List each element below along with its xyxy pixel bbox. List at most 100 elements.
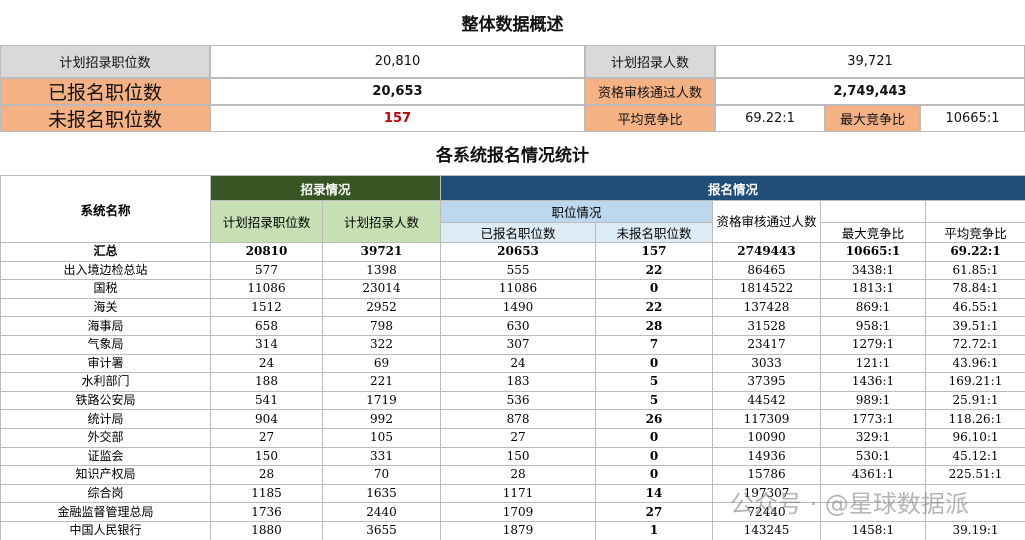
table-cell: 150 [440,446,597,467]
table-cell: 3438:1 [820,260,927,281]
table-cell: 27 [595,502,714,522]
table-cell: 78.84:1 [925,279,1025,299]
value: 20,653 [210,78,585,105]
blank-header [925,200,1025,223]
table-cell: 1171 [440,483,597,504]
table-cell: 45.12:1 [925,446,1025,467]
table-cell: 1 [595,520,714,540]
table-cell: 海事局 [0,316,211,336]
table-cell: 904 [210,409,323,429]
value: 2,749,443 [715,78,1025,105]
table-cell: 28 [210,465,323,485]
table-cell: 0 [595,279,714,299]
table-cell: 国税 [0,279,211,299]
label: 未报名职位数 [0,105,210,132]
label: 平均竞争比 [585,105,715,132]
table-cell: 307 [440,334,597,355]
table-cell: 61.85:1 [925,260,1025,281]
table-cell: 1719 [321,390,442,411]
column-header: 平均竞争比 [925,222,1025,243]
table-cell: 10090 [712,427,822,448]
table-cell: 5 [595,372,714,392]
table-cell: 536 [440,390,597,411]
table-row: 综合岗 1185 1635 1171 14 197307 [0,483,1025,504]
table-cell: 0 [595,446,714,467]
table-cell: 137428 [712,297,822,318]
table-cell: 统计局 [0,409,211,429]
table-cell: 121:1 [820,353,927,374]
table-body: 汇总 20810 39721 20653 157 2749443 10665:1 69.22:… [0,242,1025,540]
table-cell: 1398 [321,260,442,281]
group-header: 报名情况 [440,175,1025,201]
table-cell: 157 [595,242,714,262]
table-cell: 11086 [440,279,597,299]
table-cell: 4361:1 [820,465,927,485]
table-cell: 541 [210,390,323,411]
stats-table: 系统名称 招录情况 报名情况 计划招录职位数 计划招录人数 职位情况 资格审核通… [0,175,1025,540]
table-cell: 314 [210,334,323,355]
table-cell: 铁路公安局 [0,390,211,411]
table-cell: 审计署 [0,353,211,374]
table-row: 审计署 24 69 24 0 3033 121:1 43.96:1 [0,353,1025,374]
table-cell: 水利部门 [0,372,211,392]
table-cell: 1736 [210,502,323,522]
table-cell: 14 [595,483,714,504]
table-cell: 150 [210,446,323,467]
table-cell: 海关 [0,297,211,318]
table-row: 水利部门 188 221 183 5 37395 1436:1 169.21:1 [0,372,1025,392]
table-cell: 外交部 [0,427,211,448]
table-cell: 2440 [321,502,442,522]
table-cell: 5 [595,390,714,411]
table-cell: 24 [440,353,597,374]
table-cell: 3033 [712,353,822,374]
table-cell: 331 [321,446,442,467]
table-row: 国税 11086 23014 11086 0 1814522 1813:1 78.84:1 [0,279,1025,299]
table-row: 气象局 314 322 307 7 23417 1279:1 72.72:1 [0,334,1025,355]
table-cell: 1458:1 [820,520,927,540]
column-header: 计划招录人数 [321,200,442,243]
table-cell: 15786 [712,465,822,485]
table-cell: 0 [595,427,714,448]
table-cell: 992 [321,409,442,429]
table-cell: 2952 [321,297,442,318]
table-cell: 989:1 [820,390,927,411]
group-header: 招录情况 [209,175,442,201]
table-cell: 183 [440,372,597,392]
table-row: 金融监督管理总局 1736 2440 1709 27 72440 [0,502,1025,522]
table-row: 海关 1512 2952 1490 22 137428 869:1 46.55:1 [0,297,1025,318]
table-cell: 958:1 [820,316,927,336]
table-cell: 证监会 [0,446,211,467]
table-cell: 1880 [210,520,323,540]
table-cell: 20653 [440,242,597,262]
label: 已报名职位数 [0,78,210,105]
table-cell: 188 [210,372,323,392]
table-row: 出入境边检总站 577 1398 555 22 86465 3438:1 61.85:1 [0,260,1025,281]
table-cell: 329:1 [820,427,927,448]
value: 10665:1 [920,105,1025,132]
table-cell: 1879 [440,520,597,540]
table-cell: 2749443 [712,242,822,262]
label: 计划招录职位数 [0,45,210,78]
table-cell: 1773:1 [820,409,927,429]
table-cell: 221 [321,372,442,392]
table-cell: 10665:1 [820,242,927,262]
table-cell: 31528 [712,316,822,336]
table-cell: 27 [440,427,597,448]
table-cell: 气象局 [0,334,211,355]
table-cell: 中国人民银行 [0,520,211,540]
table-cell: 37395 [712,372,822,392]
table-cell: 39721 [321,242,442,262]
table-cell: 出入境边检总站 [0,260,211,281]
table-cell: 22 [595,297,714,318]
blank-header [820,200,927,223]
table-cell: 530:1 [820,446,927,467]
table-cell: 118.26:1 [925,409,1025,429]
column-header: 资格审核通过人数 [712,200,822,243]
table-cell: 14936 [712,446,822,467]
table-cell: 69 [321,353,442,374]
table-cell: 117309 [712,409,822,429]
table-cell: 72.72:1 [925,334,1025,355]
table-row: 外交部 27 105 27 0 10090 329:1 96.10:1 [0,427,1025,448]
table-row: 证监会 150 331 150 0 14936 530:1 45.12:1 [0,446,1025,467]
